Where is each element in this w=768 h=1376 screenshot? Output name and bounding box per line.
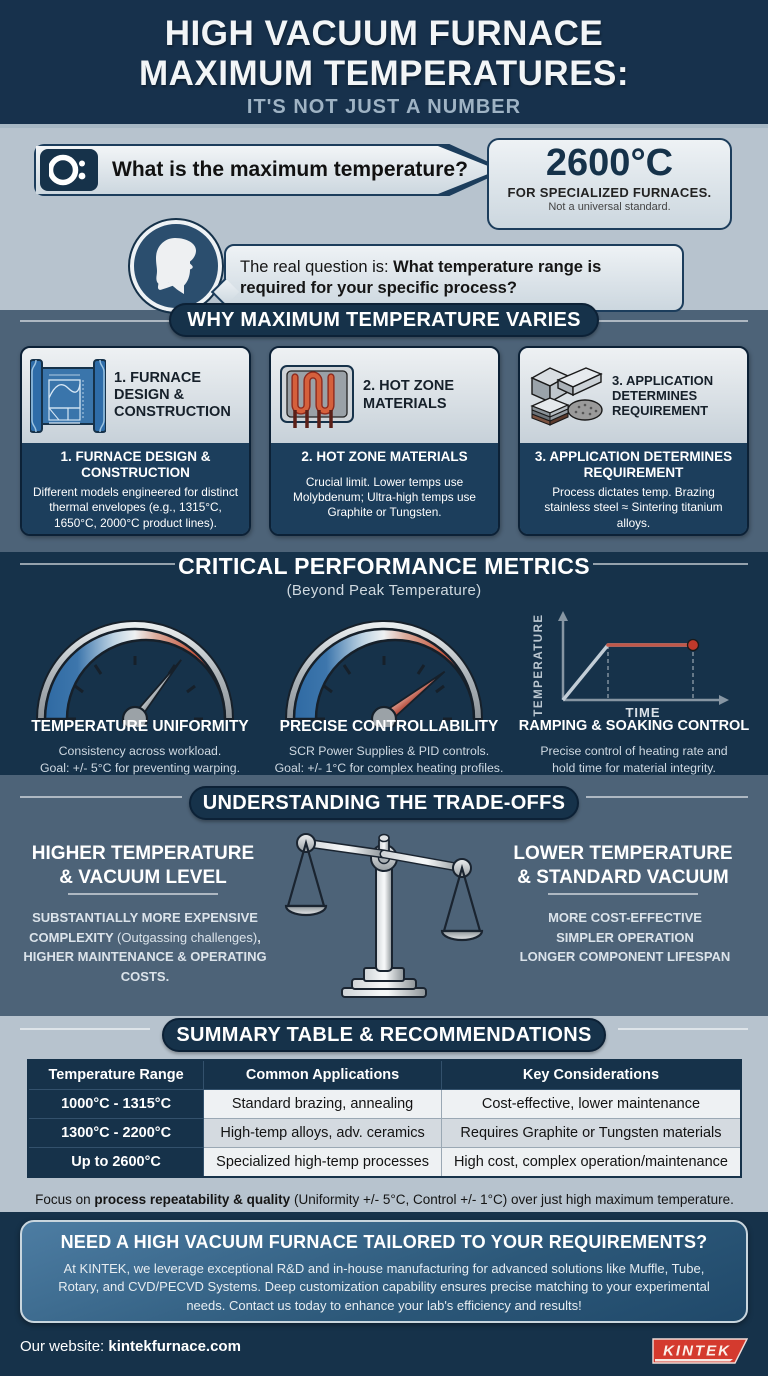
svg-text:TEMPERATURE: TEMPERATURE [533, 613, 545, 716]
svg-text:KINTEK: KINTEK [663, 1343, 731, 1360]
